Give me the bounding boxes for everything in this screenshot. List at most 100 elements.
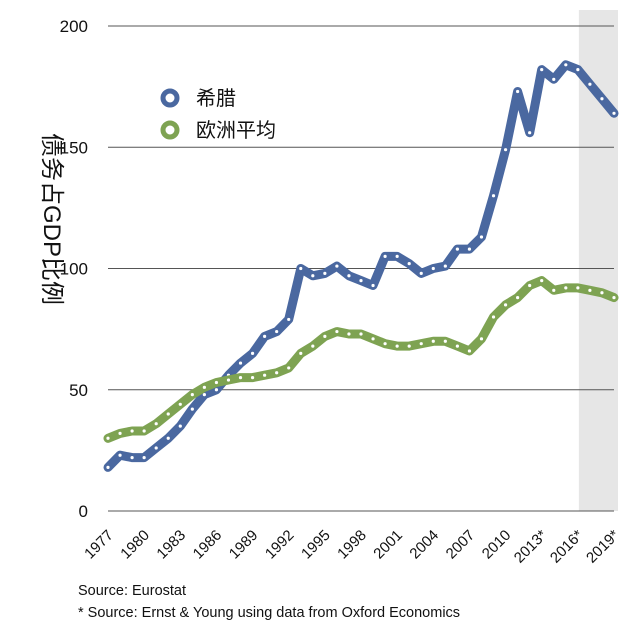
data-point [275,329,279,334]
data-point [431,339,435,343]
data-point [178,402,182,406]
data-point [347,332,351,336]
x-tick-label: 1998 [334,527,370,563]
data-point [479,337,484,341]
data-point [419,342,423,346]
data-point [311,274,315,278]
data-point [540,279,544,283]
legend-label-1: 欧洲平均 [196,119,276,142]
data-point [226,378,231,382]
data-point [383,254,387,258]
data-point [491,194,496,198]
data-point [214,388,219,392]
data-point [419,271,423,275]
x-tick-label: 1983 [153,527,189,563]
data-point [407,344,411,348]
data-point [588,288,592,292]
data-point [214,380,219,385]
data-point [142,429,146,433]
data-point [359,279,363,283]
data-point [612,296,616,300]
data-point [130,429,134,433]
data-point [479,235,484,239]
data-point [154,446,158,450]
data-point [335,264,339,268]
data-point [371,337,375,341]
y-axis-label: 债务占GDP比例 [38,133,65,305]
x-tick-label: 2007 [443,527,479,563]
data-point [275,371,279,375]
data-point [612,111,616,115]
data-point [552,77,556,81]
data-point [202,393,206,397]
data-point [166,436,170,440]
data-point [263,373,267,377]
data-point [287,366,291,370]
data-point [600,291,604,295]
data-point [130,456,134,460]
data-point [250,376,255,380]
y-axis-title: 债务占GDP比例 [38,133,65,305]
x-axis-ticks: 1977 1980 1983 1986 1989 1992 1995 1998 2001 2004… [81,527,623,567]
x-tick-label: 1995 [298,527,334,563]
data-point [491,315,496,319]
y-axis-ticks: 0 50 100 150 200 [60,17,88,521]
data-point [166,412,170,416]
y-tick-label: 150 [60,138,88,157]
data-point [154,422,158,426]
data-point [335,329,339,334]
data-point [407,262,411,266]
x-tick-label: 2010 [479,527,515,563]
data-point [516,296,520,300]
data-point [552,288,556,292]
data-point [142,456,146,460]
data-point [516,89,520,94]
data-point [299,351,303,355]
y-tick-label: 50 [69,381,88,400]
data-point [202,385,206,389]
data-point [576,286,580,290]
x-tick-label: 2004 [406,527,442,563]
data-point [576,68,580,72]
data-point [455,247,459,251]
data-point [118,453,122,457]
data-point [371,283,375,288]
data-point [238,376,243,380]
data-point [528,283,532,288]
y-tick-label: 0 [79,502,88,521]
data-point [190,393,194,397]
data-point [106,465,110,469]
data-point [600,97,604,101]
legend-marker-1 [160,120,180,140]
data-point [503,148,508,152]
data-point [395,344,399,348]
y-tick-label: 100 [60,260,88,279]
data-point [467,349,472,353]
data-point [238,361,243,365]
y-tick-label: 200 [60,17,88,36]
data-point [323,271,327,275]
x-tick-label: 2016* [547,527,587,567]
data-point [311,344,315,348]
x-tick-label: 1977 [81,527,117,563]
data-point [347,274,351,278]
source-note-eurostat: Source: Eurostat [78,583,186,599]
data-point [118,431,122,435]
data-point [564,286,568,290]
data-point [190,407,194,411]
legend-label-0: 希腊 [196,87,236,110]
data-point [564,63,568,67]
x-tick-label: 2019* [583,527,623,567]
x-tick-label: 1986 [190,527,226,563]
data-point [443,264,447,268]
data-point [178,424,182,428]
x-tick-label: 1989 [226,527,262,563]
data-point [106,436,110,440]
x-tick-label: 2013* [511,527,551,567]
x-tick-label: 2001 [370,527,406,563]
data-point [528,131,532,135]
data-point [443,339,447,343]
legend-marker-0 [160,88,180,108]
